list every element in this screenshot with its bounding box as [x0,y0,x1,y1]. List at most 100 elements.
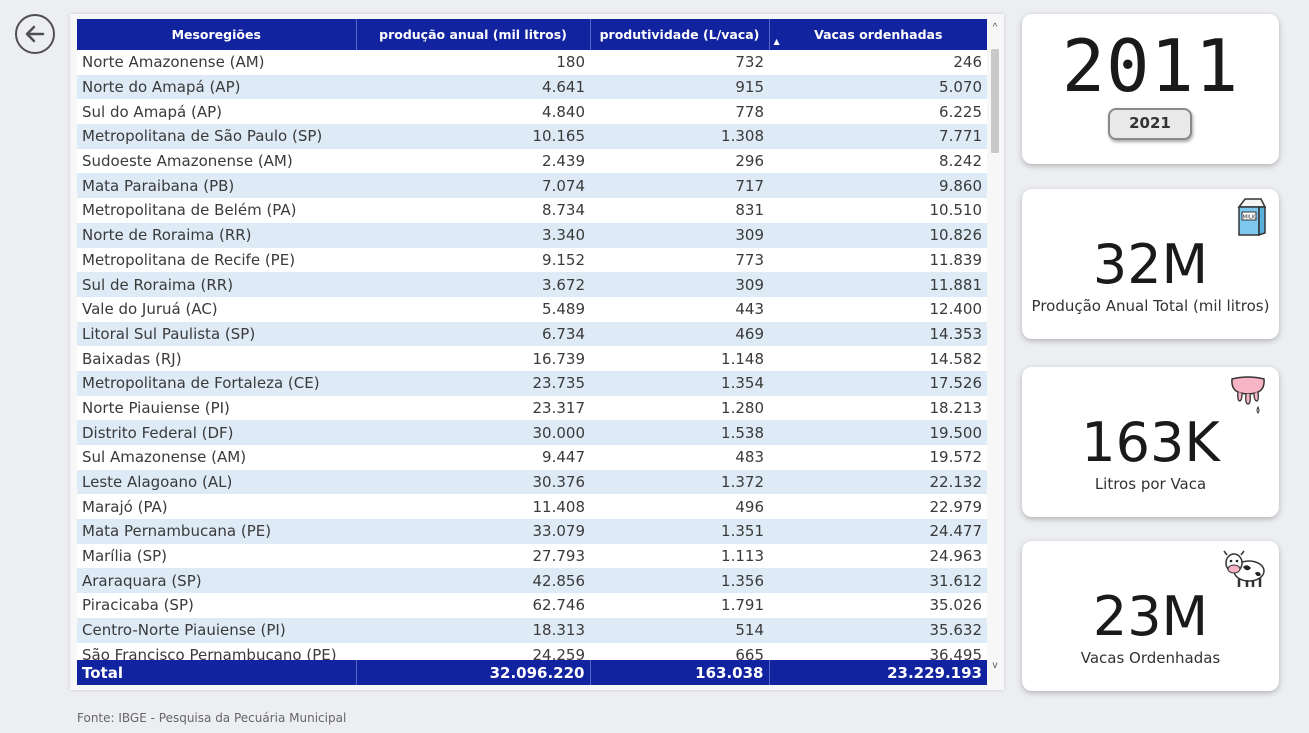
cell-cows: 19.572 [769,445,987,470]
table-row[interactable]: Norte Amazonense (AM) 180 732 246 [77,50,987,75]
cell-productivity: 1.372 [590,469,769,495]
table-row[interactable]: Sul de Roraima (RR) 3.672 309 11.881 [77,272,987,297]
cell-productivity: 1.354 [590,370,769,396]
table-row[interactable]: Vale do Juruá (AC) 5.489 443 12.400 [77,296,987,322]
cell-cows: 35.632 [769,617,987,643]
cow-icon [1223,550,1265,587]
cell-cows: 9.860 [769,173,987,199]
total-cows: 23.229.193 [769,660,987,685]
table-row[interactable]: Mata Pernambucana (PE) 33.079 1.351 24.477 [77,519,987,544]
back-button[interactable] [15,14,55,54]
table-row[interactable]: Metropolitana de Fortaleza (CE) 23.735 1.3… [77,370,987,396]
kpi-label: Vacas Ordenhadas [1080,649,1221,667]
table-row[interactable]: Norte do Amapá (AP) 4.641 915 5.070 [77,74,987,100]
scroll-thumb[interactable] [991,49,999,153]
table-scroll-area[interactable]: Mesoregiões produção anual (mil litros) … [77,19,987,685]
cell-production: 11.408 [356,494,590,520]
data-table: Mesoregiões produção anual (mil litros) … [77,19,987,668]
cell-productivity: 309 [590,222,769,248]
year-value: 2011 [1061,24,1240,108]
cell-productivity: 915 [590,74,769,100]
cell-production: 6.734 [356,321,590,347]
cell-production: 3.340 [356,222,590,248]
cell-cows: 31.612 [769,568,987,594]
cell-production: 23.735 [356,370,590,396]
scroll-up-arrow-icon[interactable]: ^ [992,22,998,33]
cell-cows: 11.839 [769,247,987,273]
cell-production: 42.856 [356,568,590,594]
cell-production: 23.317 [356,395,590,421]
cell-region: Centro-Norte Piauiense (PI) [77,617,356,643]
cell-cows: 12.400 [769,296,987,322]
table-row[interactable]: Araraquara (SP) 42.856 1.356 31.612 [77,568,987,594]
cell-production: 30.000 [356,420,590,445]
table-row[interactable]: Norte Piauiense (PI) 23.317 1.280 18.213 [77,395,987,421]
year-toggle-button[interactable]: 2021 [1108,108,1192,140]
total-productivity: 163.038 [590,660,770,685]
table-row[interactable]: Metropolitana de São Paulo (SP) 10.165 1.3… [77,124,987,149]
cell-production: 27.793 [356,543,590,569]
cell-cows: 22.979 [769,494,987,520]
cell-productivity: 483 [590,445,769,470]
column-header-vacas[interactable]: ▲ Vacas ordenhadas [769,19,987,50]
column-header-produtividade[interactable]: produtividade (L/vaca) [590,19,770,50]
svg-text:MILK: MILK [1242,215,1255,221]
table-row[interactable]: Leste Alagoano (AL) 30.376 1.372 22.132 [77,469,987,495]
cell-productivity: 296 [590,148,769,174]
cell-cows: 6.225 [769,99,987,125]
cell-cows: 14.353 [769,321,987,347]
table-row[interactable]: Litoral Sul Paulista (SP) 6.734 469 14.353 [77,321,987,347]
cell-cows: 24.477 [769,519,987,544]
kpi-value: 32M [1092,233,1209,296]
table-row[interactable]: Metropolitana de Recife (PE) 9.152 773 11.8… [77,247,987,273]
cell-cows: 10.826 [769,222,987,248]
table-row[interactable]: Sul Amazonense (AM) 9.447 483 19.572 [77,445,987,470]
table-row[interactable]: Centro-Norte Piauiense (PI) 18.313 514 35.6… [77,617,987,643]
cell-production: 180 [356,50,590,75]
table-row[interactable]: Norte de Roraima (RR) 3.340 309 10.826 [77,222,987,248]
table-row[interactable]: Distrito Federal (DF) 30.000 1.538 19.500 [77,420,987,445]
cell-cows: 11.881 [769,272,987,297]
table-row[interactable]: Marajó (PA) 11.408 496 22.979 [77,494,987,520]
cell-region: Marília (SP) [77,543,356,569]
scroll-down-arrow-icon[interactable]: v [992,660,998,671]
cell-production: 3.672 [356,272,590,297]
cell-region: Norte Amazonense (AM) [77,50,356,75]
table-row[interactable]: Mata Paraibana (PB) 7.074 717 9.860 [77,173,987,199]
table-row[interactable]: Marília (SP) 27.793 1.113 24.963 [77,543,987,569]
cell-productivity: 309 [590,272,769,297]
kpi-card-cows: 23M Vacas Ordenhadas [1022,541,1279,691]
cell-region: Marajó (PA) [77,494,356,520]
cell-region: Sul do Amapá (AP) [77,99,356,125]
cell-production: 9.447 [356,445,590,470]
cell-cows: 14.582 [769,346,987,371]
cell-production: 62.746 [356,593,590,618]
table-scrollbar[interactable]: ^ v [988,19,1002,671]
cell-cows: 24.963 [769,543,987,569]
column-header-producao[interactable]: produção anual (mil litros) [356,19,591,50]
cell-production: 2.439 [356,148,590,174]
year-card: 2011 2021 [1022,14,1279,164]
cell-region: Sudoeste Amazonense (AM) [77,148,356,174]
table-header-row: Mesoregiões produção anual (mil litros) … [77,19,987,50]
column-header-mesoregioes[interactable]: Mesoregiões [77,19,357,50]
table-row[interactable]: Sudoeste Amazonense (AM) 2.439 296 8.242 [77,148,987,174]
cell-productivity: 732 [590,50,769,75]
cell-region: Sul Amazonense (AM) [77,445,356,470]
cell-region: Mata Pernambucana (PE) [77,519,356,544]
table-row[interactable]: Metropolitana de Belém (PA) 8.734 831 10.51… [77,198,987,223]
table-row[interactable]: Baixadas (RJ) 16.739 1.148 14.582 [77,346,987,371]
cell-production: 7.074 [356,173,590,199]
cow-udder-icon [1231,376,1265,414]
cell-production: 5.489 [356,296,590,322]
cell-region: Metropolitana de São Paulo (SP) [77,124,356,149]
total-row: Total 32.096.220 163.038 23.229.193 [77,660,987,685]
kpi-label: Produção Anual Total (mil litros) [1031,297,1270,315]
cell-region: Litoral Sul Paulista (SP) [77,321,356,347]
table-panel: Mesoregiões produção anual (mil litros) … [70,14,1004,690]
cell-region: Araraquara (SP) [77,568,356,594]
cell-cows: 35.026 [769,593,987,618]
table-row[interactable]: Piracicaba (SP) 62.746 1.791 35.026 [77,593,987,618]
table-row[interactable]: Sul do Amapá (AP) 4.840 778 6.225 [77,99,987,125]
cell-productivity: 514 [590,617,769,643]
